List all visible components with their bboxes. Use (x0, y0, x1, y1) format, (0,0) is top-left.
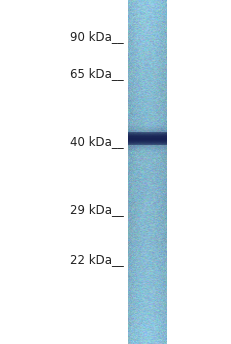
Text: 90 kDa__: 90 kDa__ (70, 30, 124, 43)
Text: 40 kDa__: 40 kDa__ (70, 135, 124, 148)
Text: 65 kDa__: 65 kDa__ (70, 67, 124, 80)
Text: 29 kDa__: 29 kDa__ (70, 203, 124, 216)
Text: 22 kDa__: 22 kDa__ (70, 253, 124, 266)
